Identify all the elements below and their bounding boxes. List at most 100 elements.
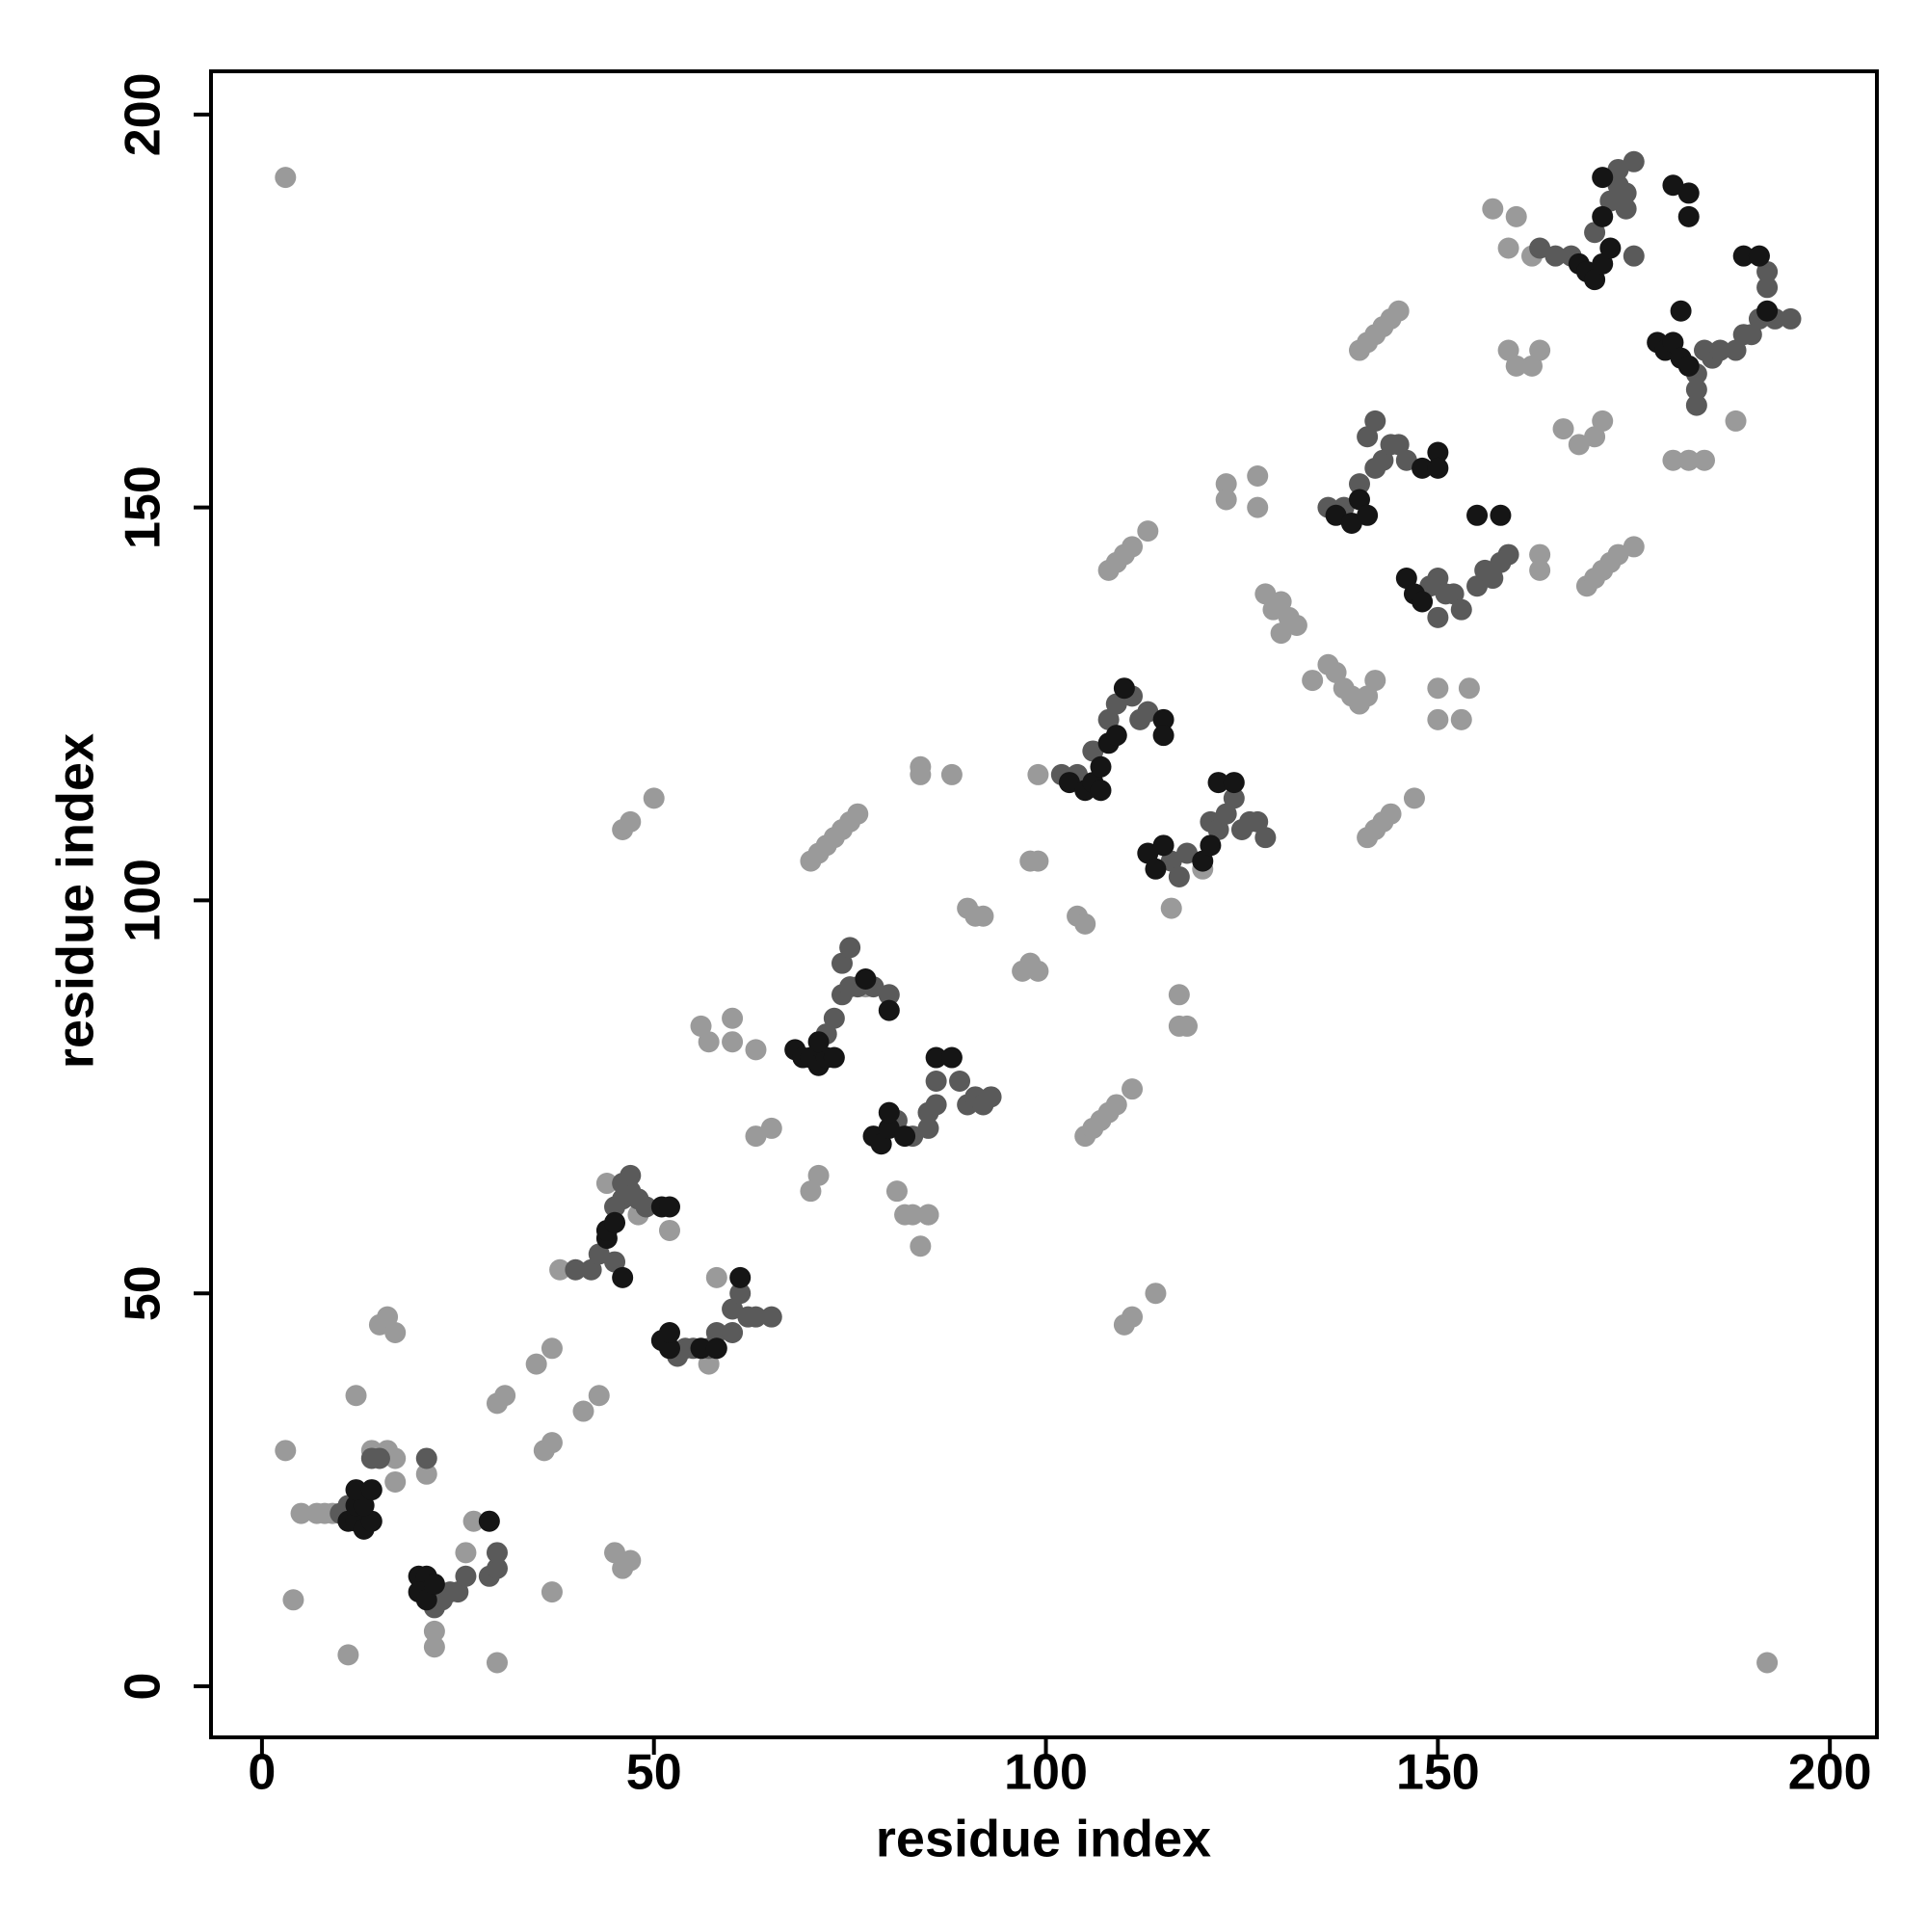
point — [1623, 245, 1645, 267]
point — [1584, 426, 1606, 448]
point — [377, 1306, 399, 1328]
point — [580, 1258, 602, 1281]
point — [423, 1620, 445, 1642]
point — [1756, 260, 1779, 282]
point — [588, 1385, 610, 1407]
point — [462, 1510, 485, 1532]
point — [1709, 339, 1731, 361]
point — [1113, 677, 1135, 700]
point — [1247, 810, 1269, 833]
point — [1497, 339, 1519, 361]
point — [1677, 205, 1700, 227]
point — [1685, 394, 1707, 416]
point — [925, 1046, 947, 1069]
point — [745, 1039, 767, 1061]
point — [549, 1258, 571, 1281]
point — [541, 1581, 563, 1603]
point — [1732, 245, 1755, 267]
point — [1254, 583, 1277, 605]
point — [486, 1542, 508, 1564]
point — [1058, 772, 1080, 794]
point — [1027, 850, 1049, 872]
point — [910, 763, 932, 785]
point — [1482, 568, 1504, 590]
point — [290, 1502, 312, 1524]
point — [455, 1542, 477, 1564]
point — [478, 1510, 500, 1532]
point — [604, 1542, 626, 1564]
point — [729, 1266, 752, 1288]
point — [368, 1447, 390, 1469]
point — [415, 1589, 437, 1611]
point — [1725, 410, 1747, 432]
point — [455, 1565, 477, 1587]
y-tick-label: 0 — [116, 1673, 172, 1701]
point — [1357, 504, 1379, 526]
point — [1693, 449, 1715, 471]
point — [705, 1337, 727, 1360]
point — [1247, 496, 1269, 518]
point — [705, 1266, 727, 1288]
point — [1670, 300, 1692, 322]
point — [823, 1046, 845, 1069]
point — [1458, 677, 1480, 700]
point — [658, 1219, 680, 1241]
points — [275, 150, 1802, 1674]
point — [980, 1086, 1002, 1108]
point — [1599, 190, 1622, 212]
point — [1427, 606, 1449, 628]
y-tick-label: 150 — [116, 465, 172, 549]
point — [1466, 504, 1489, 526]
point — [1223, 787, 1245, 809]
point — [823, 1007, 845, 1029]
point — [949, 1071, 971, 1093]
point — [1145, 1283, 1167, 1305]
point — [447, 1581, 469, 1603]
point — [1074, 913, 1096, 935]
point — [878, 999, 900, 1021]
point — [275, 167, 297, 189]
point — [1090, 755, 1112, 778]
point — [643, 787, 665, 809]
point — [807, 1031, 830, 1053]
point — [807, 1164, 830, 1186]
x-axis-title: residue index — [876, 1810, 1211, 1867]
point — [1137, 701, 1159, 723]
point — [885, 1180, 908, 1203]
point — [855, 967, 877, 990]
x-tick-label: 50 — [626, 1745, 682, 1801]
y-axis-title: residue index — [46, 733, 104, 1069]
point — [1756, 277, 1779, 299]
point — [1364, 410, 1386, 432]
point — [345, 1479, 367, 1501]
point — [1302, 670, 1324, 692]
point — [1152, 708, 1175, 730]
point — [800, 1180, 822, 1203]
point — [620, 810, 642, 833]
point — [1677, 182, 1700, 204]
point — [612, 1266, 634, 1288]
point — [1105, 693, 1127, 715]
x-tick-label: 0 — [248, 1745, 276, 1801]
point — [1520, 355, 1543, 377]
point — [1207, 819, 1229, 841]
point — [1357, 426, 1379, 448]
point — [1168, 984, 1190, 1006]
point — [1175, 1015, 1198, 1037]
point — [894, 1125, 916, 1148]
point — [1490, 504, 1512, 526]
point — [1357, 685, 1379, 707]
point — [1122, 1306, 1144, 1328]
point — [910, 1235, 932, 1257]
point — [1466, 575, 1489, 597]
point — [925, 1094, 947, 1116]
point — [1623, 150, 1645, 172]
point — [902, 1204, 924, 1226]
point — [1544, 245, 1567, 267]
point — [1497, 543, 1519, 566]
point — [831, 952, 853, 974]
point — [1348, 489, 1370, 511]
point — [722, 1007, 744, 1029]
x-tick-label: 200 — [1788, 1745, 1872, 1801]
